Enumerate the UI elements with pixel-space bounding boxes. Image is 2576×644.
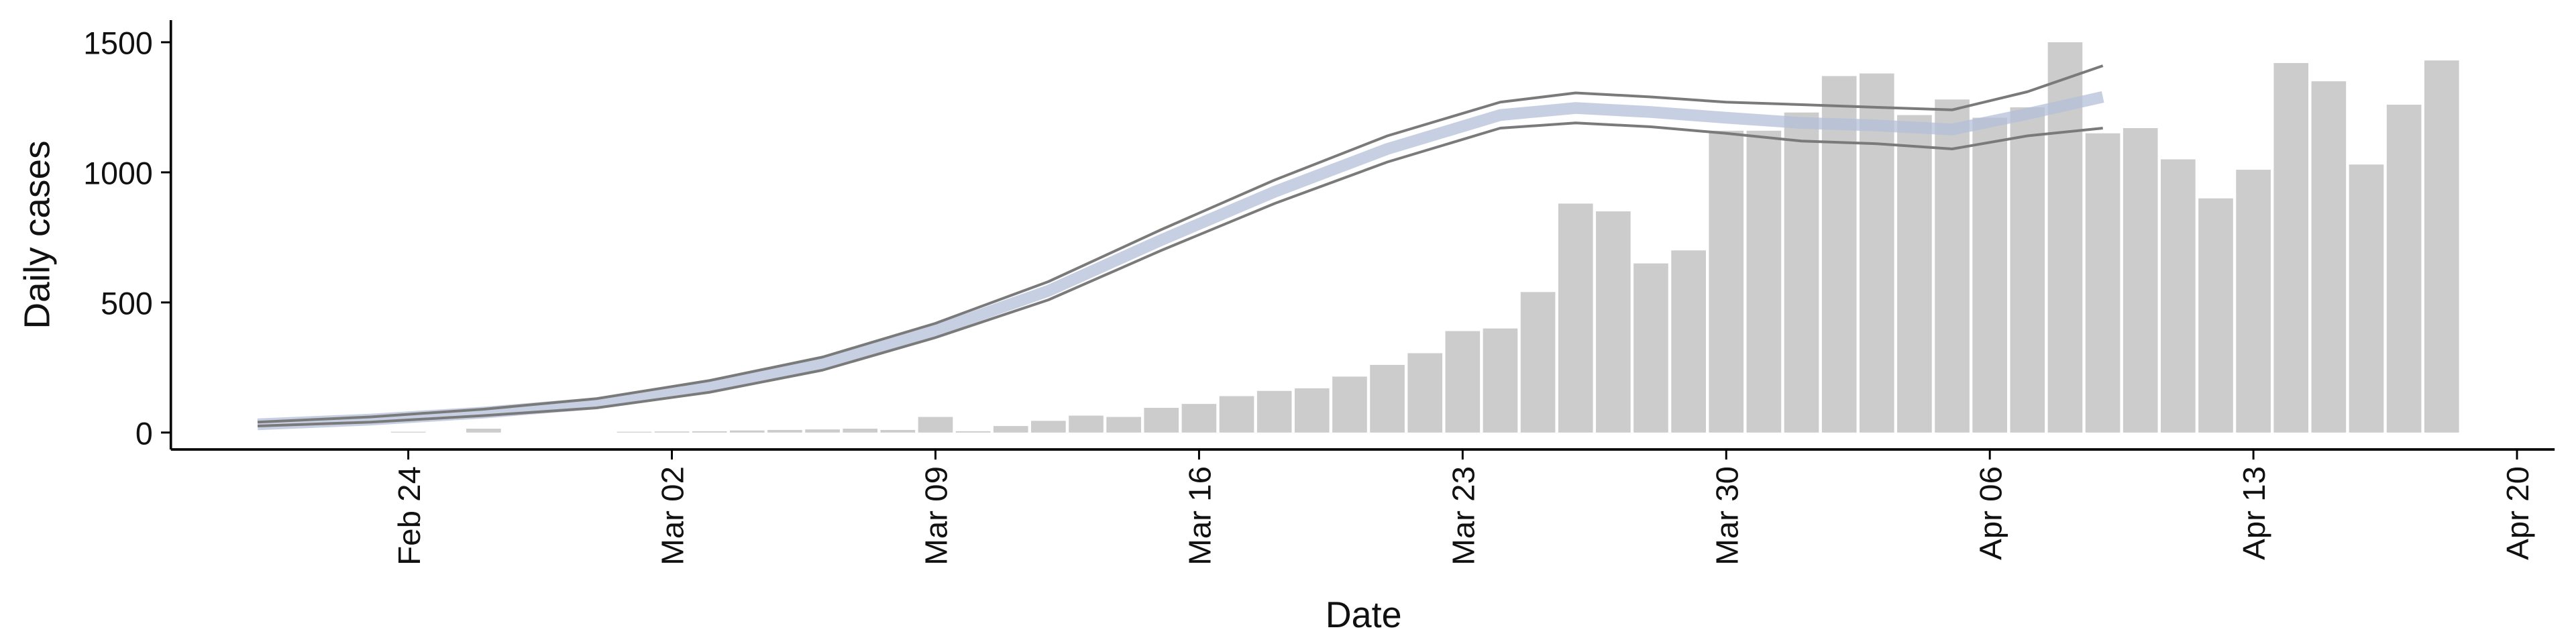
bar (616, 431, 652, 433)
y-tick-label: 500 (101, 285, 153, 321)
x-tick-label: Mar 02 (655, 466, 690, 566)
bar (2424, 60, 2459, 433)
bar (1332, 376, 1367, 433)
bar (1859, 73, 1894, 433)
bar (1294, 388, 1330, 433)
x-tick-label: Feb 24 (391, 466, 426, 566)
bar (466, 428, 501, 433)
bar (1069, 415, 1104, 433)
bar (1407, 353, 1443, 433)
bar (918, 417, 953, 433)
bar (2198, 198, 2233, 433)
bar (2161, 159, 2196, 433)
bar (1596, 211, 1631, 433)
x-tick-label: Mar 16 (1182, 466, 1217, 566)
bar (1106, 417, 1141, 433)
x-tick-label: Apr 06 (1973, 466, 2008, 560)
bar (2085, 133, 2121, 433)
bar (1897, 115, 1932, 433)
bar (1821, 76, 1857, 433)
bar (1181, 404, 1217, 433)
bar (1709, 130, 1744, 433)
bar (1520, 292, 1556, 433)
bar (2311, 81, 2347, 433)
bar (390, 431, 426, 433)
bar (1445, 331, 1481, 433)
bar (843, 428, 878, 433)
x-axis-title: Date (1326, 594, 1402, 635)
bar (1972, 117, 2008, 433)
bar (2273, 63, 2309, 433)
x-tick-label: Apr 20 (2500, 466, 2535, 560)
bar (1031, 421, 1066, 433)
bar (2010, 107, 2045, 433)
bar (654, 431, 690, 433)
bar (1256, 390, 1292, 433)
bar (805, 429, 840, 433)
bar (1784, 112, 1819, 433)
bar (692, 431, 727, 433)
bar (880, 429, 916, 433)
bar (2349, 164, 2384, 433)
model-band (257, 91, 2104, 431)
y-tick-label: 1000 (83, 155, 152, 191)
bar (993, 426, 1028, 433)
model-line (257, 121, 2103, 427)
y-tick-label: 1500 (83, 25, 152, 61)
x-tick-label: Apr 13 (2237, 466, 2271, 560)
bar (1633, 263, 1668, 433)
bar (729, 430, 765, 433)
bar (767, 429, 802, 433)
bar (1935, 99, 1970, 433)
x-tick-label: Mar 30 (1709, 466, 1744, 566)
bar (2386, 105, 2422, 433)
bar (955, 431, 991, 433)
bar (2123, 127, 2158, 433)
x-tick-label: Mar 23 (1446, 466, 1481, 566)
bar (2236, 170, 2271, 433)
model-line (257, 64, 2104, 424)
bar (1671, 250, 1706, 433)
bar (1144, 407, 1179, 433)
x-tick-label: Mar 09 (918, 466, 953, 566)
bar (1746, 130, 1782, 433)
bar (1370, 364, 1405, 433)
bar (1483, 328, 1518, 433)
bar (1219, 396, 1254, 433)
y-tick-label: 0 (136, 415, 153, 451)
bar (1558, 203, 1593, 433)
y-axis-title: Daily cases (17, 140, 57, 329)
